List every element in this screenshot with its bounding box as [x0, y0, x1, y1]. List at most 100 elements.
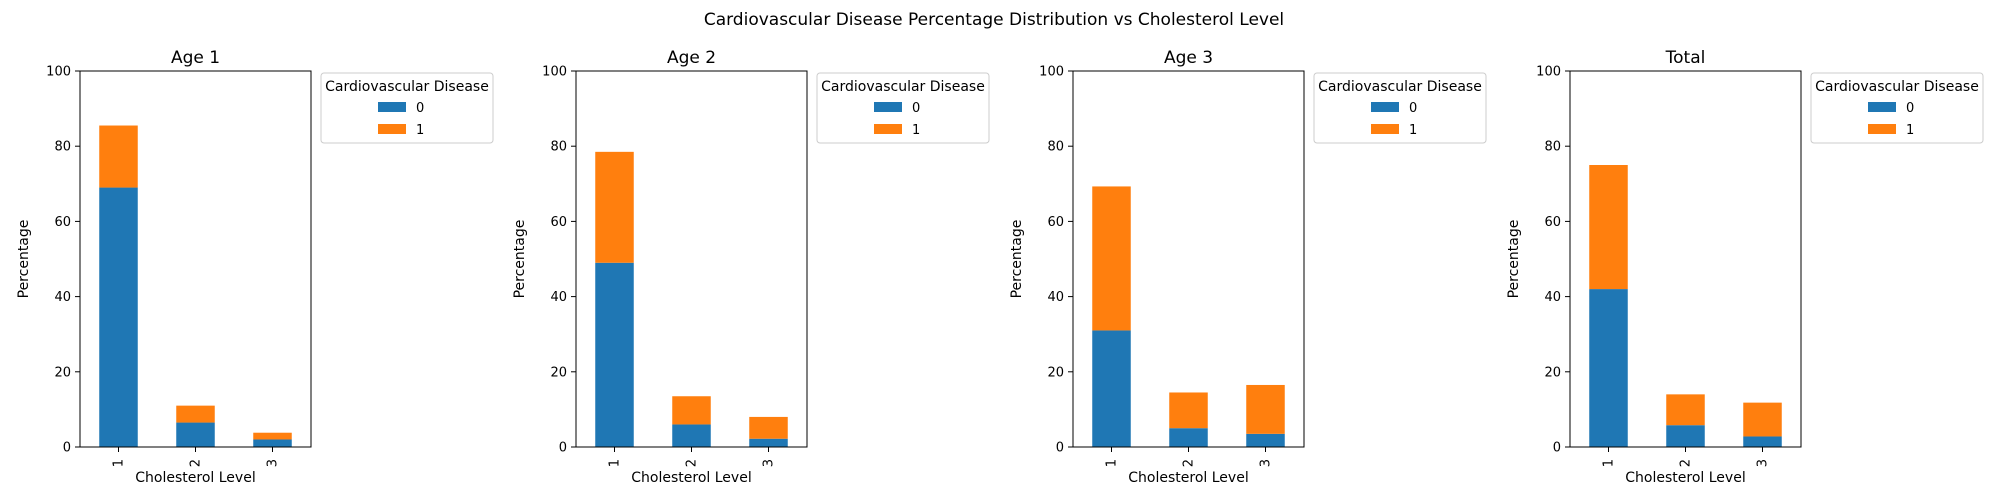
y-axis-label: Percentage [512, 220, 528, 299]
bar-segment-series-1-cat-1 [1092, 186, 1131, 331]
legend-label-1: 1 [416, 123, 424, 138]
bar-segment-series-0-cat-3 [1246, 433, 1285, 447]
bar-segment-series-1-cat-1 [1589, 165, 1628, 290]
legend-title: Cardiovascular Disease [325, 79, 489, 95]
legend-box [1810, 72, 1984, 144]
bar-segment-series-0-cat-2 [1666, 425, 1705, 447]
figure-suptitle: Cardiovascular Disease Percentage Distri… [704, 10, 1284, 30]
y-tick-label: 20 [54, 365, 71, 380]
axes-frame [1072, 70, 1305, 448]
legend-swatch-1 [378, 124, 406, 134]
x-tick-label: 2 [1679, 459, 1694, 467]
y-axis-label: Percentage [1506, 220, 1522, 299]
bar-segment-series-0-cat-2 [1169, 428, 1208, 447]
subplot-title: Total [1665, 48, 1706, 68]
x-tick-label: 3 [1756, 459, 1771, 467]
y-tick-label: 0 [1056, 441, 1064, 456]
x-tick-label: 3 [762, 459, 777, 467]
x-axis-label: Cholesterol Level [1128, 470, 1248, 486]
y-axis-label: Percentage [1009, 220, 1025, 299]
subplot-title: Age 1 [171, 48, 220, 68]
legend-label-0: 0 [912, 101, 920, 116]
bar-segment-series-1-cat-2 [1666, 394, 1705, 426]
bar-segment-series-0-cat-2 [176, 422, 215, 447]
y-tick-label: 20 [1047, 365, 1064, 380]
bar-segment-series-0-cat-1 [595, 262, 634, 447]
legend: Cardiovascular Disease 0 1 [320, 72, 494, 144]
y-tick-label: 60 [54, 215, 71, 230]
legend-label-0: 0 [416, 101, 424, 116]
x-tick-label: 1 [1105, 459, 1120, 467]
legend-swatch-1 [1371, 124, 1399, 134]
legend-swatch-0 [1371, 102, 1399, 112]
y-tick-label: 100 [542, 65, 567, 80]
legend-swatch-0 [874, 102, 902, 112]
bar-segment-series-1-cat-1 [595, 151, 634, 263]
y-tick-label: 40 [550, 290, 567, 305]
bar-segment-series-0-cat-1 [1589, 289, 1628, 447]
subplot-3: Age 3 1 2 3 0 20 40 60 80 100 Cholesterol Level Per… [1009, 48, 1487, 486]
subplot-title: Age 3 [1164, 48, 1213, 68]
bar-segment-series-1-cat-3 [1743, 402, 1782, 437]
axes-frame [79, 70, 312, 448]
x-tick-label: 2 [685, 459, 700, 467]
legend: Cardiovascular Disease 0 1 [1313, 72, 1487, 144]
x-axis-label: Cholesterol Level [1625, 470, 1745, 486]
y-tick-label: 100 [1536, 65, 1561, 80]
subplot-title: Age 2 [667, 48, 716, 68]
bar-segment-series-1-cat-3 [1246, 384, 1285, 434]
y-tick-label: 0 [1553, 441, 1561, 456]
subplot-1: Age 1 1 2 3 0 20 40 60 80 100 Cholesterol Level Per… [16, 48, 494, 486]
bar-segment-series-1-cat-1 [99, 125, 138, 188]
axes-frame [575, 70, 808, 448]
legend-swatch-1 [874, 124, 902, 134]
bar-segment-series-0-cat-3 [749, 438, 788, 447]
y-tick-label: 0 [559, 441, 567, 456]
x-tick-label: 1 [112, 459, 127, 467]
subplot-2: Age 2 1 2 3 0 20 40 60 80 100 Cholesterol Level Per… [512, 48, 990, 486]
legend-label-1: 1 [912, 123, 920, 138]
bar-segment-series-0-cat-1 [99, 187, 138, 447]
bar-segment-series-0-cat-2 [672, 424, 711, 447]
x-axis-label: Cholesterol Level [135, 470, 255, 486]
y-tick-label: 40 [1047, 290, 1064, 305]
x-tick-label: 2 [1182, 459, 1197, 467]
y-tick-label: 20 [550, 365, 567, 380]
y-tick-label: 80 [1047, 140, 1064, 155]
bar-segment-series-1-cat-3 [253, 432, 292, 440]
y-tick-label: 100 [46, 65, 71, 80]
y-tick-label: 60 [1047, 215, 1064, 230]
x-axis-label: Cholesterol Level [631, 470, 751, 486]
bar-segment-series-0-cat-3 [253, 439, 292, 447]
legend-box [1313, 72, 1487, 144]
legend-label-0: 0 [1906, 101, 1914, 116]
legend-swatch-0 [378, 102, 406, 112]
x-tick-label: 2 [189, 459, 204, 467]
x-tick-label: 1 [1602, 459, 1617, 467]
bar-segment-series-1-cat-2 [1169, 392, 1208, 429]
x-tick-label: 3 [266, 459, 281, 467]
legend-label-1: 1 [1906, 123, 1914, 138]
y-tick-label: 0 [63, 441, 71, 456]
legend: Cardiovascular Disease 0 1 [816, 72, 990, 144]
bar-segment-series-1-cat-3 [749, 416, 788, 439]
y-tick-label: 80 [550, 140, 567, 155]
y-axis-label: Percentage [16, 220, 32, 299]
legend-box [320, 72, 494, 144]
legend-label-0: 0 [1409, 101, 1417, 116]
legend: Cardiovascular Disease 0 1 [1810, 72, 1984, 144]
bar-segment-series-1-cat-2 [176, 405, 215, 423]
y-tick-label: 40 [54, 290, 71, 305]
bar-segment-series-0-cat-1 [1092, 330, 1131, 447]
bar-segment-series-0-cat-3 [1743, 436, 1782, 447]
y-tick-label: 60 [1544, 215, 1561, 230]
axes-frame [1569, 70, 1802, 448]
y-tick-label: 20 [1544, 365, 1561, 380]
y-tick-label: 80 [54, 140, 71, 155]
bar-segment-series-1-cat-2 [672, 396, 711, 425]
legend-box [816, 72, 990, 144]
y-tick-label: 100 [1039, 65, 1064, 80]
legend-title: Cardiovascular Disease [1318, 79, 1482, 95]
